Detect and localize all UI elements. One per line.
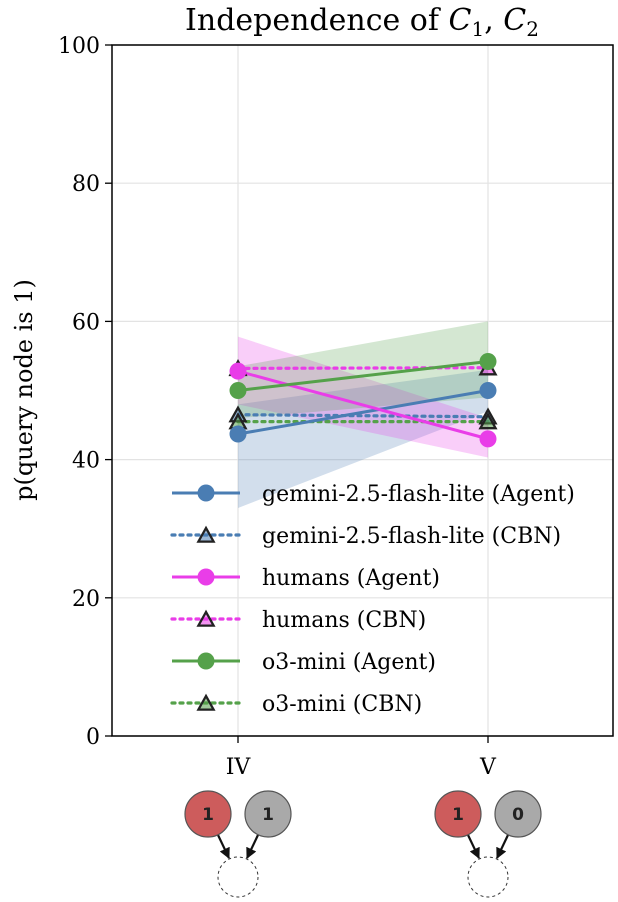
diagram-node	[494, 790, 542, 838]
y-tick-label: 20	[72, 587, 100, 612]
y-tick-label: 0	[86, 725, 100, 750]
axis-ticks: 0 20 40 60 80 100 IV V	[58, 34, 497, 780]
data-point-circle	[229, 382, 247, 399]
legend-marker-triangle	[196, 693, 216, 711]
legend-label: o3-mini (Agent)	[262, 650, 436, 675]
y-tick-label: 80	[72, 172, 100, 197]
x-tick-label: V	[479, 755, 497, 780]
chart-title: Independence of C1, C2	[185, 3, 539, 41]
data-point-circle	[229, 362, 247, 380]
diagram-arrow	[246, 834, 260, 860]
node-diagrams: 1 1 1 0	[184, 790, 542, 898]
diagram-arrow	[466, 834, 480, 860]
legend-label: gemini-2.5-flash-lite (Agent)	[262, 482, 575, 507]
y-axis-label: p(query node is 1)	[10, 279, 38, 501]
series-line	[236, 413, 490, 419]
legend-label: humans (CBN)	[262, 608, 426, 633]
plot-frame	[111, 44, 614, 737]
confidence-bands	[238, 321, 488, 508]
diagram-node-label: 1	[262, 805, 274, 825]
confidence-band	[238, 336, 488, 458]
legend-label: gemini-2.5-flash-lite (CBN)	[262, 524, 561, 549]
y-tick-label: 40	[72, 449, 100, 474]
diagram-node	[184, 790, 232, 838]
diagram-query-node	[217, 856, 259, 898]
legend-marker-circle	[197, 484, 215, 502]
data-point-circle	[479, 430, 497, 448]
diagram-node-label: 1	[202, 805, 214, 825]
diagram-node-label: 0	[512, 805, 524, 825]
x-tick-label: IV	[226, 755, 252, 780]
legend: gemini-2.5-flash-lite (Agent) gemini-2.5-…	[170, 482, 575, 717]
series-line	[237, 369, 489, 441]
legend-marker-triangle	[196, 609, 216, 627]
legend-marker-circle	[197, 652, 215, 670]
data-point-triangle	[478, 412, 498, 430]
y-tick-label: 100	[58, 34, 100, 59]
legend-label: o3-mini (CBN)	[262, 692, 422, 717]
series-markers	[228, 352, 498, 448]
confidence-band	[238, 369, 488, 508]
legend-marker-circle	[197, 568, 215, 586]
diagram-node	[244, 790, 292, 838]
diagram-query-node	[467, 856, 509, 898]
legend-marker-triangle	[196, 525, 216, 543]
diagram-arrow	[216, 834, 230, 860]
data-point-circle	[229, 425, 247, 443]
diagram-arrow	[496, 834, 510, 860]
y-tick-label: 60	[72, 310, 100, 335]
series-line	[237, 359, 489, 392]
diagram-node	[434, 790, 482, 838]
data-point-circle	[479, 382, 497, 399]
diagram-node-label: 1	[452, 805, 464, 825]
data-point-circle	[479, 352, 497, 370]
legend-label: humans (Agent)	[262, 566, 440, 591]
series-line	[237, 389, 489, 436]
series-lines	[236, 359, 490, 441]
confidence-band	[238, 321, 488, 419]
